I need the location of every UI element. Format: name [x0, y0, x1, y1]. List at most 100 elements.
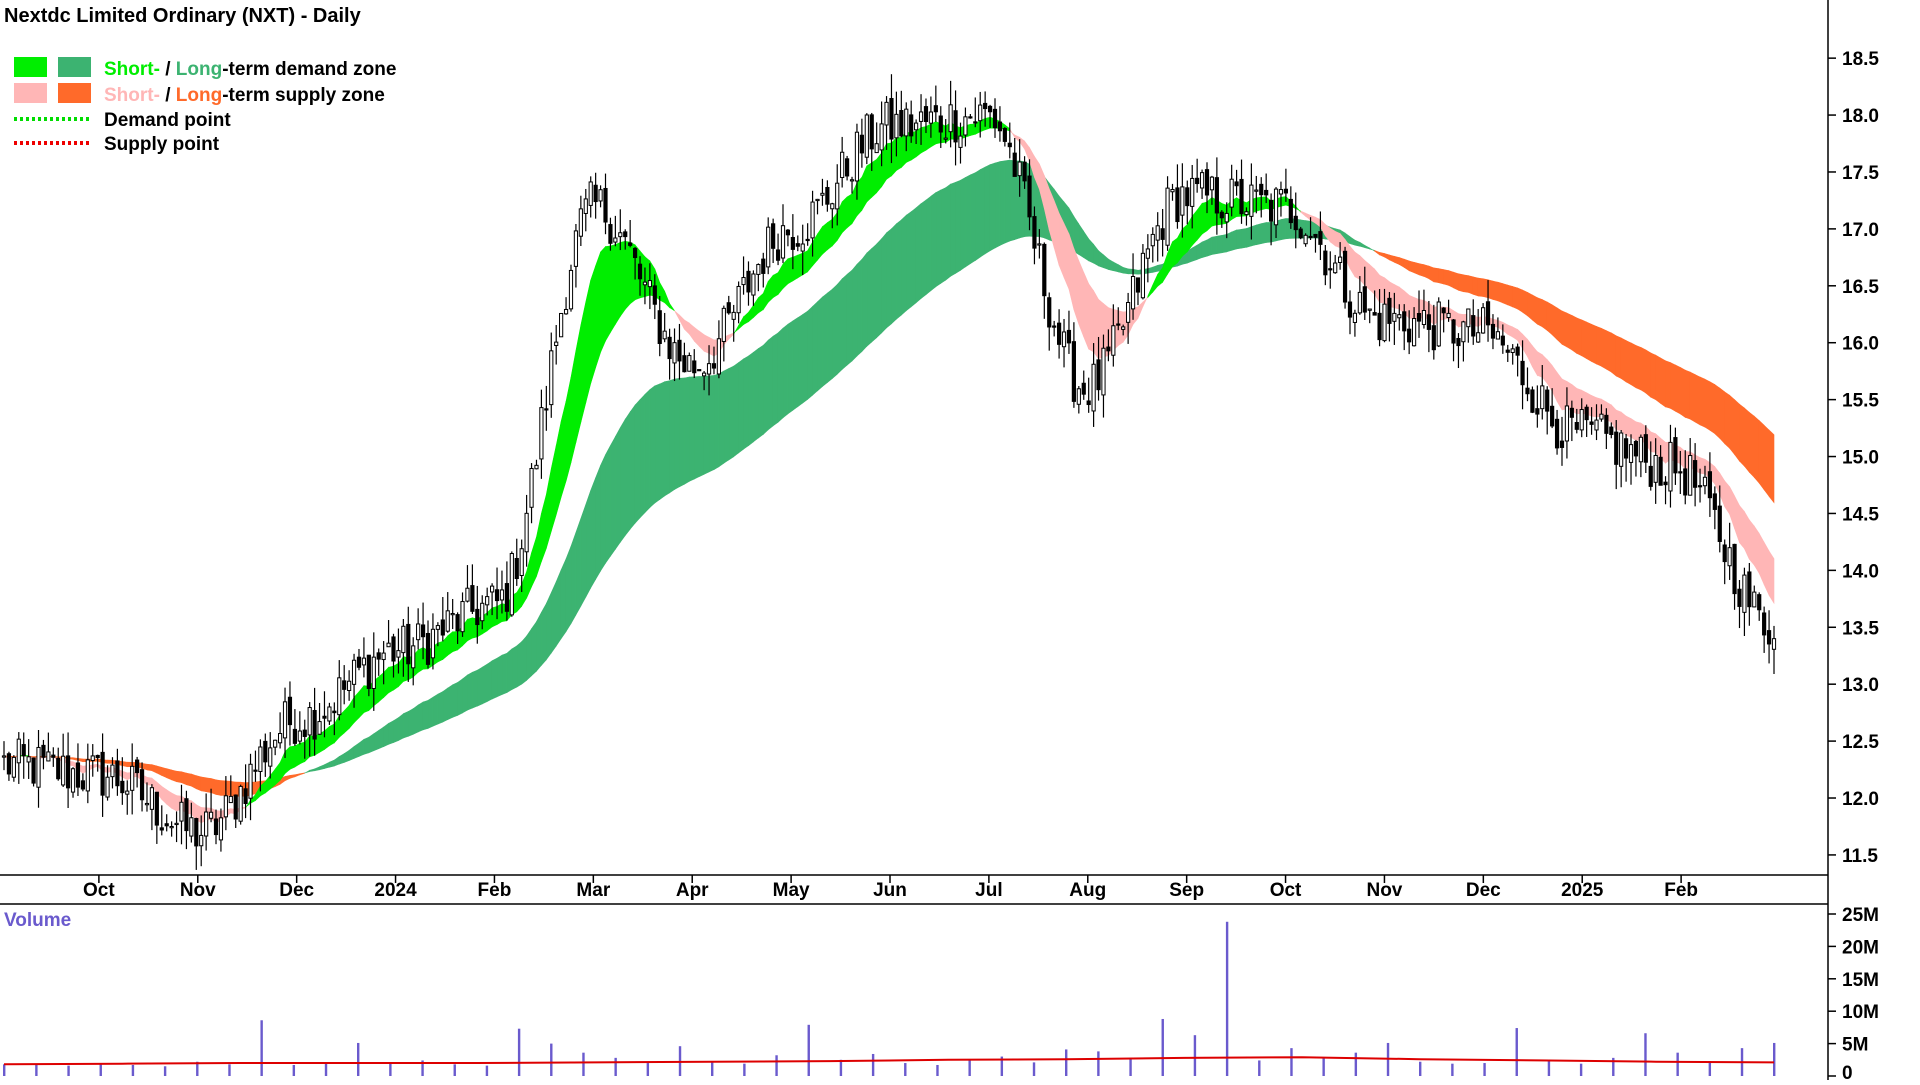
long-term-zone-segment-demand: [970, 173, 975, 264]
short-term-zone-segment-demand: [453, 632, 458, 652]
price-candle-body: [57, 758, 60, 778]
long-term-zone-segment-demand: [630, 405, 635, 529]
volume-bar: [260, 1020, 262, 1076]
volume-bar: [1548, 1060, 1550, 1076]
long-term-zone-segment-demand: [389, 721, 394, 745]
price-candle-body: [1713, 494, 1716, 510]
short-term-zone-segment-demand: [827, 219, 832, 250]
long-term-zone-segment-demand: [502, 653, 507, 694]
price-candle-body: [1590, 422, 1593, 424]
price-candle-body: [1309, 236, 1312, 237]
long-term-zone-segment-supply: [1483, 279, 1488, 298]
long-term-zone-segment-demand: [887, 229, 892, 328]
x-tick-label: Nov: [180, 880, 216, 901]
price-candle-body: [693, 361, 696, 373]
long-term-zone-segment-demand: [808, 307, 813, 400]
price-candle-body: [283, 702, 286, 738]
volume-bar: [228, 1064, 230, 1076]
long-term-zone-segment-demand: [818, 297, 823, 391]
price-candle-body: [1117, 324, 1120, 325]
price-candle-body: [219, 818, 222, 840]
price-candle-body: [1442, 308, 1445, 313]
short-term-zone-segment-demand: [290, 746, 295, 769]
price-candle-body: [387, 643, 390, 647]
short-term-zone-segment-demand: [916, 128, 921, 157]
price-y-tick-label: 12.5: [1842, 732, 1879, 753]
price-candle-body: [860, 135, 863, 153]
x-tick-label: Dec: [1466, 880, 1501, 901]
long-term-zone-segment-supply: [182, 772, 187, 785]
price-candle-body: [1161, 229, 1164, 240]
price-candle-body: [1122, 327, 1125, 329]
volume-bar: [743, 1064, 745, 1076]
short-term-zone-segment-supply: [704, 335, 709, 354]
long-term-zone-segment-supply: [1547, 302, 1552, 335]
long-term-zone-segment-demand: [650, 386, 655, 508]
volume-bar: [293, 1065, 295, 1076]
price-candle-body: [333, 711, 336, 713]
short-term-zone-segment-supply: [1355, 252, 1360, 279]
price-candle-body: [62, 756, 65, 785]
price-candle-body: [111, 765, 114, 777]
price-candle-body: [811, 202, 814, 238]
long-term-zone-segment-supply: [1720, 388, 1725, 444]
price-candle-body: [209, 812, 212, 818]
long-term-zone-segment-demand: [704, 376, 709, 475]
long-term-zone-segment-supply: [1666, 361, 1671, 409]
long-term-zone-segment-demand: [916, 204, 921, 303]
long-term-zone-segment-demand: [369, 734, 374, 753]
volume-bar: [582, 1053, 584, 1076]
volume-bar: [1709, 1061, 1711, 1076]
price-candle-body: [841, 152, 844, 177]
volume-bar: [1194, 1035, 1196, 1076]
long-term-zone-segment-demand: [906, 212, 911, 311]
long-term-zone-segment-supply: [231, 781, 236, 796]
long-term-zone-segment-demand: [896, 220, 901, 319]
price-candle-body: [727, 303, 730, 313]
price-candle-body: [1403, 312, 1406, 331]
short-term-zone-segment-supply: [1089, 284, 1094, 352]
price-candle-body: [150, 788, 153, 810]
price-candle-body: [269, 748, 272, 766]
short-term-zone-segment-demand: [783, 259, 788, 289]
price-candle-body: [964, 117, 967, 135]
price-candle-body: [540, 408, 543, 459]
long-term-zone-segment-demand: [566, 546, 571, 631]
volume-bar: [164, 1066, 166, 1076]
price-candle-body: [323, 716, 326, 718]
long-term-zone-segment-demand: [1202, 240, 1207, 258]
long-term-zone-segment-supply: [1542, 300, 1547, 331]
price-candle-body: [905, 109, 908, 136]
long-term-zone-segment-demand: [980, 167, 985, 257]
volume-bar: [1644, 1033, 1646, 1076]
short-term-zone-segment-supply: [1626, 416, 1631, 437]
short-term-zone-segment-demand: [468, 618, 473, 641]
price-candle-body: [254, 770, 257, 771]
long-term-zone-segment-demand: [1192, 245, 1197, 261]
volume-bar: [454, 1064, 456, 1076]
long-term-zone-segment-demand: [961, 178, 966, 271]
price-candle-body: [604, 188, 607, 222]
volume-bar: [1226, 922, 1228, 1076]
long-term-zone-segment-supply: [1532, 295, 1537, 324]
price-candle-body: [116, 761, 119, 786]
price-candle-body: [1003, 128, 1006, 141]
short-term-zone-segment-demand: [606, 246, 611, 341]
volume-bar: [614, 1058, 616, 1076]
long-term-zone-segment-demand: [546, 593, 551, 660]
short-term-zone-segment-demand: [384, 667, 389, 697]
price-candle-body: [530, 468, 533, 507]
price-y-tick-label: 18.0: [1842, 106, 1879, 127]
short-term-zone-segment-supply: [1084, 272, 1089, 349]
long-term-zone-segment-demand: [394, 718, 399, 743]
price-candle-body: [1048, 298, 1051, 327]
short-term-zone-segment-supply: [1651, 432, 1656, 453]
long-term-zone-segment-supply: [1587, 322, 1592, 361]
price-candle-body: [673, 343, 676, 363]
volume-bar: [904, 1063, 906, 1076]
price-candle-body: [1560, 441, 1563, 447]
long-term-zone-segment-supply: [1434, 268, 1439, 283]
price-candle-body: [688, 356, 691, 372]
price-candle-body: [126, 791, 129, 794]
price-candle-body: [1033, 217, 1036, 249]
